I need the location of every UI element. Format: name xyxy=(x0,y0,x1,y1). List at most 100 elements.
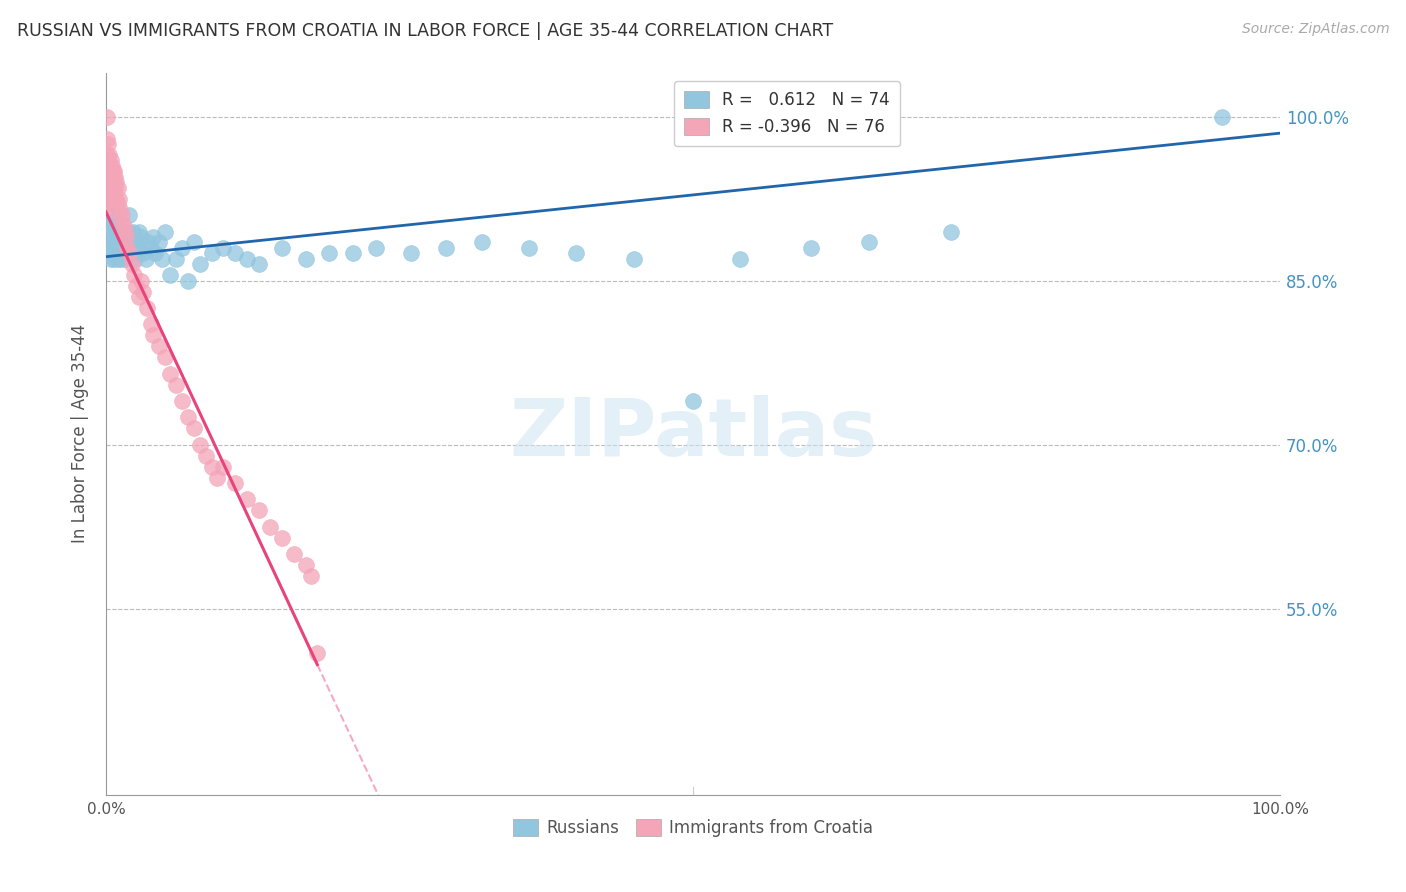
Point xyxy=(236,492,259,507)
Point xyxy=(110,252,132,266)
Point xyxy=(115,241,138,255)
Point xyxy=(101,159,124,173)
Point xyxy=(107,230,129,244)
Point xyxy=(183,421,205,435)
Point xyxy=(96,110,118,124)
Point xyxy=(399,246,422,260)
Point xyxy=(318,246,340,260)
Point xyxy=(132,285,155,299)
Point xyxy=(128,225,150,239)
Point xyxy=(153,351,176,365)
Point xyxy=(236,252,259,266)
Point xyxy=(108,192,131,206)
Point xyxy=(121,257,143,271)
Point xyxy=(101,197,124,211)
Point xyxy=(100,175,122,189)
Point xyxy=(941,225,963,239)
Point xyxy=(364,241,387,255)
Point xyxy=(120,235,142,250)
Point xyxy=(121,246,143,260)
Point xyxy=(142,230,165,244)
Point xyxy=(105,219,128,233)
Point xyxy=(207,470,229,484)
Point xyxy=(307,646,329,660)
Point xyxy=(224,246,246,260)
Point xyxy=(97,153,120,168)
Point xyxy=(1211,110,1233,124)
Point xyxy=(100,153,122,168)
Point xyxy=(98,175,121,189)
Point xyxy=(728,252,751,266)
Point xyxy=(247,503,270,517)
Point xyxy=(224,476,246,491)
Point xyxy=(97,186,120,201)
Point xyxy=(129,230,152,244)
Point xyxy=(682,394,704,409)
Point xyxy=(96,131,118,145)
Point xyxy=(117,225,139,239)
Point xyxy=(107,197,129,211)
Point xyxy=(114,225,136,239)
Point xyxy=(129,274,152,288)
Point xyxy=(104,169,127,184)
Point xyxy=(100,208,122,222)
Point xyxy=(103,235,125,250)
Point xyxy=(101,164,124,178)
Y-axis label: In Labor Force | Age 35-44: In Labor Force | Age 35-44 xyxy=(72,325,89,543)
Point xyxy=(108,246,131,260)
Point xyxy=(136,301,159,315)
Point xyxy=(139,241,162,255)
Point xyxy=(165,252,187,266)
Point xyxy=(858,235,880,250)
Point xyxy=(115,230,138,244)
Point xyxy=(188,438,211,452)
Point xyxy=(101,241,124,255)
Point xyxy=(122,268,145,283)
Point xyxy=(115,235,138,250)
Point xyxy=(471,235,494,250)
Point xyxy=(127,246,149,260)
Point xyxy=(136,235,159,250)
Point xyxy=(103,175,125,189)
Point xyxy=(103,213,125,227)
Point xyxy=(122,225,145,239)
Point xyxy=(142,328,165,343)
Point xyxy=(115,246,138,260)
Point xyxy=(108,235,131,250)
Point xyxy=(100,252,122,266)
Point xyxy=(101,225,124,239)
Point xyxy=(194,449,217,463)
Point xyxy=(177,410,200,425)
Point xyxy=(111,230,134,244)
Point xyxy=(188,257,211,271)
Point xyxy=(104,246,127,260)
Point xyxy=(118,246,141,260)
Point xyxy=(96,159,118,173)
Point xyxy=(96,148,118,162)
Point xyxy=(294,558,316,572)
Point xyxy=(148,235,170,250)
Point xyxy=(101,164,124,178)
Point xyxy=(103,252,125,266)
Text: ZIPatlas: ZIPatlas xyxy=(509,395,877,473)
Point xyxy=(259,520,281,534)
Point xyxy=(103,186,125,201)
Point xyxy=(564,246,586,260)
Point xyxy=(148,339,170,353)
Point xyxy=(125,235,148,250)
Point xyxy=(172,394,194,409)
Point xyxy=(135,252,157,266)
Point xyxy=(97,197,120,211)
Point xyxy=(110,213,132,227)
Point xyxy=(111,208,134,222)
Point xyxy=(101,175,124,189)
Point xyxy=(105,192,128,206)
Point xyxy=(125,279,148,293)
Point xyxy=(517,241,540,255)
Point xyxy=(200,246,222,260)
Point xyxy=(172,241,194,255)
Point xyxy=(165,377,187,392)
Point xyxy=(799,241,821,255)
Point xyxy=(177,274,200,288)
Point xyxy=(143,246,166,260)
